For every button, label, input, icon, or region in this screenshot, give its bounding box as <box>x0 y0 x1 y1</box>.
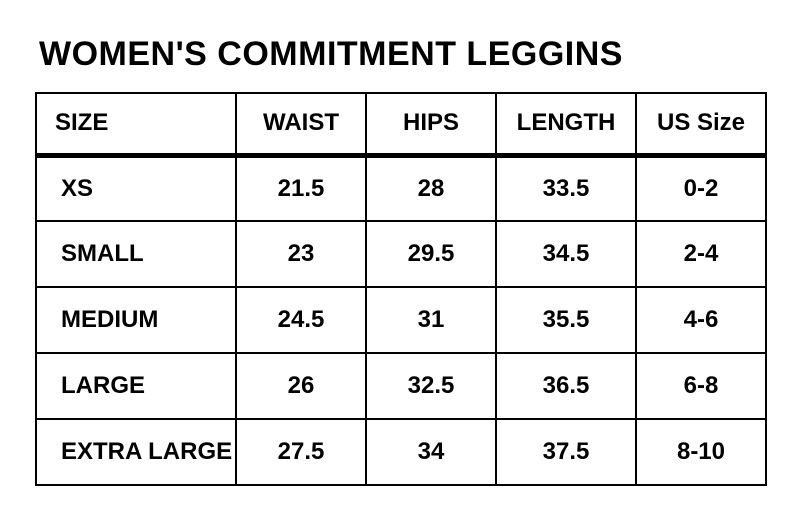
table-row: XS 21.5 28 33.5 0-2 <box>36 155 766 221</box>
header-size: SIZE <box>36 93 236 155</box>
cell-waist: 21.5 <box>236 155 366 221</box>
cell-hips: 31 <box>366 287 496 353</box>
cell-length: 33.5 <box>496 155 636 221</box>
cell-us-size: 4-6 <box>636 287 766 353</box>
size-chart-table: SIZE WAIST HIPS LENGTH US Size XS 21.5 2… <box>35 92 767 486</box>
header-hips: HIPS <box>366 93 496 155</box>
cell-hips: 32.5 <box>366 353 496 419</box>
cell-size: SMALL <box>36 221 236 287</box>
cell-us-size: 2-4 <box>636 221 766 287</box>
cell-length: 36.5 <box>496 353 636 419</box>
cell-length: 34.5 <box>496 221 636 287</box>
cell-hips: 28 <box>366 155 496 221</box>
cell-size: EXTRA LARGE <box>36 419 236 485</box>
cell-hips: 34 <box>366 419 496 485</box>
header-us-size: US Size <box>636 93 766 155</box>
header-waist: WAIST <box>236 93 366 155</box>
cell-waist: 24.5 <box>236 287 366 353</box>
page-title: WOMEN'S COMMITMENT LEGGINS <box>39 35 765 74</box>
table-row: EXTRA LARGE 27.5 34 37.5 8-10 <box>36 419 766 485</box>
cell-size: MEDIUM <box>36 287 236 353</box>
cell-hips: 29.5 <box>366 221 496 287</box>
cell-waist: 26 <box>236 353 366 419</box>
cell-size: XS <box>36 155 236 221</box>
cell-length: 37.5 <box>496 419 636 485</box>
cell-us-size: 8-10 <box>636 419 766 485</box>
cell-waist: 23 <box>236 221 366 287</box>
cell-length: 35.5 <box>496 287 636 353</box>
cell-us-size: 6-8 <box>636 353 766 419</box>
table-row: SMALL 23 29.5 34.5 2-4 <box>36 221 766 287</box>
header-length: LENGTH <box>496 93 636 155</box>
table-row: LARGE 26 32.5 36.5 6-8 <box>36 353 766 419</box>
cell-waist: 27.5 <box>236 419 366 485</box>
cell-size: LARGE <box>36 353 236 419</box>
table-header-row: SIZE WAIST HIPS LENGTH US Size <box>36 93 766 155</box>
table-row: MEDIUM 24.5 31 35.5 4-6 <box>36 287 766 353</box>
cell-us-size: 0-2 <box>636 155 766 221</box>
